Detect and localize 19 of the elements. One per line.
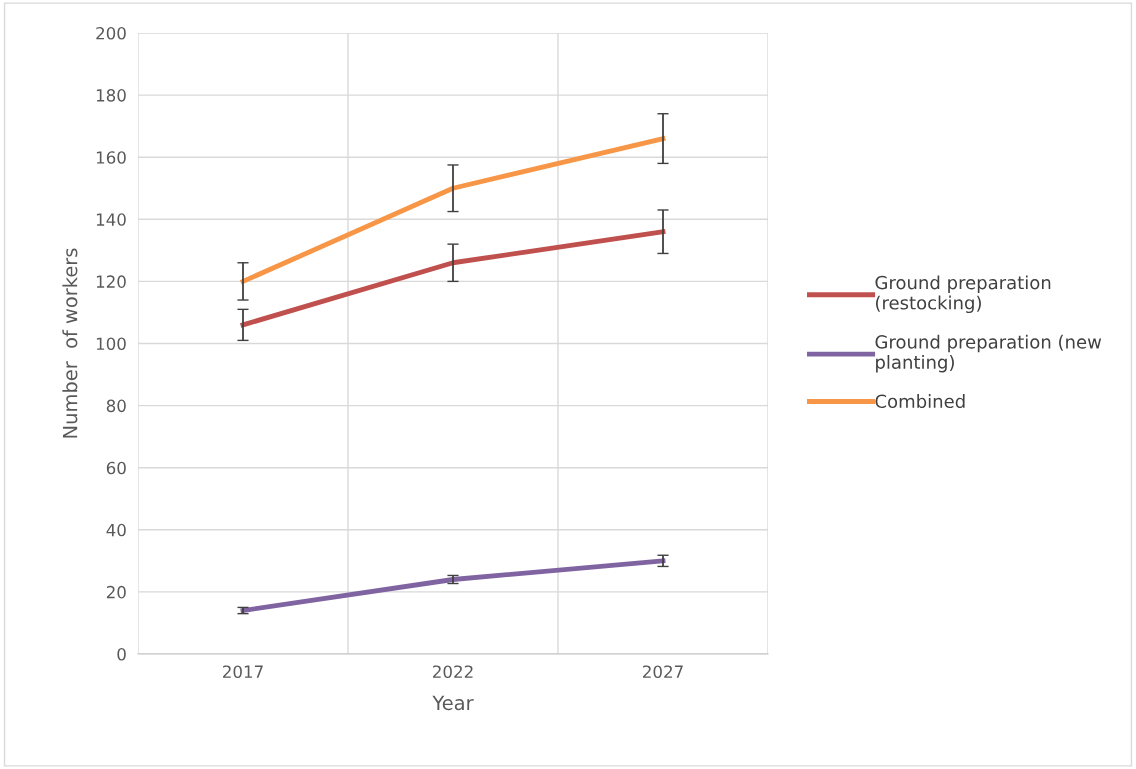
legend-label: Combined xyxy=(875,394,965,409)
y-tick-label: 200 xyxy=(96,26,126,40)
legend-label: Ground preparation (new planting) xyxy=(875,334,1102,373)
y-tick-label: 0 xyxy=(117,647,126,661)
y-tick-label: 40 xyxy=(106,523,126,537)
y-tick-label: 60 xyxy=(106,461,126,475)
y-tick-label: 140 xyxy=(96,213,126,226)
y-tick-label: 160 xyxy=(96,151,126,164)
x-tick-label: 2017 xyxy=(223,665,263,679)
y-tick-label: 80 xyxy=(106,399,126,413)
y-tick-label: 180 xyxy=(96,89,126,102)
x-tick-label: 2027 xyxy=(643,665,683,679)
y-tick-label: 100 xyxy=(96,337,126,351)
y-tick-label: 120 xyxy=(96,275,126,288)
y-axis-title: Number of workers xyxy=(62,248,78,438)
y-tick-label: 20 xyxy=(106,585,126,599)
x-tick-label: 2022 xyxy=(433,665,473,679)
x-axis-title: Year xyxy=(432,695,474,711)
legend-label: Ground preparation (restocking) xyxy=(875,275,1051,314)
